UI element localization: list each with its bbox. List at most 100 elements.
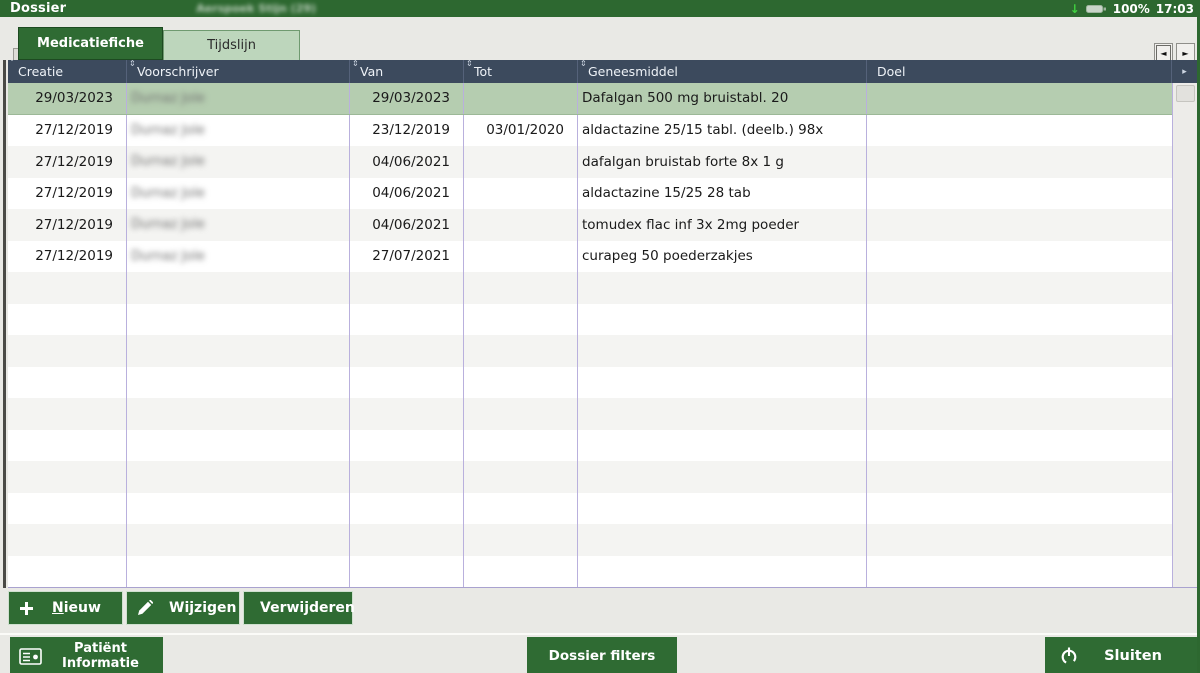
- window-right-frame: [1197, 17, 1200, 673]
- cell-van: [350, 398, 464, 430]
- cell-geneesmiddel: [578, 398, 867, 430]
- patient-informatie-label-line2: Informatie: [62, 656, 139, 671]
- battery-percent: 100%: [1112, 1, 1150, 16]
- cell-van: [350, 303, 464, 335]
- sluiten-label: Sluiten: [1104, 648, 1162, 664]
- cell-geneesmiddel[interactable]: aldactazine 15/25 28 tab: [578, 177, 867, 209]
- cell-geneesmiddel[interactable]: curapeg 50 poederzakjes: [578, 240, 867, 272]
- table-row-empty: [8, 461, 1173, 493]
- cell-voorschrijver[interactable]: Durnaz Jole: [127, 146, 350, 178]
- cell-doel[interactable]: [867, 177, 1173, 209]
- cell-voorschrijver: [127, 429, 350, 461]
- cell-geneesmiddel[interactable]: dafalgan bruistab forte 8x 1 g: [578, 146, 867, 178]
- wijzigen-button[interactable]: Wijzigen: [126, 591, 240, 625]
- cell-creatie[interactable]: 27/12/2019: [8, 177, 127, 209]
- table-header: ˇ Creatie ⇕ Voorschrijver ⇕ Van ⇕ Tot ⇕ …: [8, 60, 1197, 83]
- cell-doel[interactable]: [867, 146, 1173, 178]
- cell-tot[interactable]: 03/01/2020: [464, 114, 578, 146]
- column-header-van[interactable]: ⇕ Van: [350, 60, 464, 83]
- cell-doel: [867, 461, 1173, 493]
- cell-creatie[interactable]: 29/03/2023: [8, 83, 127, 114]
- cell-voorschrijver: [127, 303, 350, 335]
- cell-van[interactable]: 23/12/2019: [350, 114, 464, 146]
- column-header-geneesmiddel[interactable]: ⇕ Geneesmiddel: [578, 60, 867, 83]
- cell-voorschrijver[interactable]: Durnaz Jole: [127, 83, 350, 114]
- cell-van[interactable]: 27/07/2021: [350, 240, 464, 272]
- battery-icon: [1085, 0, 1107, 18]
- cell-doel: [867, 366, 1173, 398]
- table-row-empty: [8, 335, 1173, 367]
- cell-creatie: [8, 492, 127, 524]
- cell-doel: [867, 398, 1173, 430]
- cell-voorschrijver: [127, 524, 350, 556]
- cell-tot[interactable]: [464, 240, 578, 272]
- cell-geneesmiddel[interactable]: tomudex flac inf 3x 2mg poeder: [578, 209, 867, 241]
- table-row[interactable]: 27/12/2019 Durnaz Jole 27/07/2021 curapeg 5…: [8, 240, 1173, 272]
- table-row-empty: [8, 429, 1173, 461]
- dossier-filters-label: Dossier filters: [548, 648, 656, 664]
- cell-tot[interactable]: [464, 177, 578, 209]
- cell-doel: [867, 303, 1173, 335]
- status-cluster: ↓ 100% 17:03: [1070, 0, 1200, 18]
- cell-van[interactable]: 29/03/2023: [350, 83, 464, 114]
- table-row[interactable]: 29/03/2023 Durnaz Jole 29/03/2023 Dafalgan …: [8, 83, 1173, 115]
- cell-creatie[interactable]: 27/12/2019: [8, 114, 127, 146]
- cell-geneesmiddel[interactable]: aldactazine 25/15 tabl. (deelb.) 98x: [578, 114, 867, 146]
- cell-van: [350, 272, 464, 304]
- table-row[interactable]: 27/12/2019 Durnaz Jole 04/06/2021 aldactazi…: [8, 177, 1173, 209]
- voorschrijver-redacted: Durnaz Jole: [131, 90, 205, 106]
- cell-doel[interactable]: [867, 240, 1173, 272]
- column-header-creatie[interactable]: ˇ Creatie: [8, 60, 127, 83]
- cell-voorschrijver: [127, 366, 350, 398]
- column-header-tot[interactable]: ⇕ Tot: [464, 60, 578, 83]
- column-header-more[interactable]: ▸: [1172, 60, 1197, 83]
- verwijderen-button[interactable]: Verwijderen: [243, 591, 355, 625]
- column-header-voorschrijver[interactable]: ⇕ Voorschrijver: [127, 60, 350, 83]
- column-header-doel[interactable]: Doel: [867, 60, 1172, 83]
- scrollbar-thumb[interactable]: [1175, 85, 1195, 102]
- patient-informatie-button[interactable]: Patiënt Informatie: [10, 637, 163, 673]
- wijzigen-button-label: Wijzigen: [169, 600, 237, 616]
- cell-creatie: [8, 429, 127, 461]
- table-row-empty: [8, 524, 1173, 556]
- cell-doel: [867, 335, 1173, 367]
- cell-voorschrijver[interactable]: Durnaz Jole: [127, 177, 350, 209]
- cell-voorschrijver[interactable]: Durnaz Jole: [127, 240, 350, 272]
- cell-tot: [464, 555, 578, 587]
- cell-doel[interactable]: [867, 83, 1173, 114]
- cell-van[interactable]: 04/06/2021: [350, 177, 464, 209]
- power-icon: [1061, 647, 1077, 665]
- vertical-scrollbar[interactable]: [1172, 83, 1197, 587]
- nieuw-button[interactable]: Nieuw: [8, 591, 123, 625]
- cell-van[interactable]: 04/06/2021: [350, 209, 464, 241]
- cell-tot[interactable]: [464, 83, 578, 114]
- arrow-right-icon: ►: [1182, 49, 1189, 58]
- cell-geneesmiddel: [578, 429, 867, 461]
- dossier-filters-button[interactable]: Dossier filters: [527, 637, 677, 673]
- cell-tot: [464, 303, 578, 335]
- cell-voorschrijver[interactable]: Durnaz Jole: [127, 114, 350, 146]
- table-row[interactable]: 27/12/2019 Durnaz Jole 23/12/2019 03/01/202…: [8, 114, 1173, 146]
- cell-van: [350, 524, 464, 556]
- cell-voorschrijver[interactable]: Durnaz Jole: [127, 209, 350, 241]
- cell-tot[interactable]: [464, 209, 578, 241]
- arrow-left-icon: ◄: [1160, 49, 1167, 58]
- sluiten-button[interactable]: Sluiten: [1045, 637, 1197, 673]
- cell-geneesmiddel[interactable]: Dafalgan 500 mg bruistabl. 20: [578, 83, 867, 114]
- tab-medicatiefiche[interactable]: Medicatiefiche: [18, 27, 163, 60]
- cell-tot[interactable]: [464, 146, 578, 178]
- cell-doel[interactable]: [867, 114, 1173, 146]
- tab-tijdslijn[interactable]: Tijdslijn: [163, 30, 300, 60]
- sort-icon: ˇ: [10, 60, 14, 68]
- cell-van: [350, 555, 464, 587]
- cell-creatie[interactable]: 27/12/2019: [8, 146, 127, 178]
- table-row[interactable]: 27/12/2019 Durnaz Jole 04/06/2021 tomudex f…: [8, 209, 1173, 241]
- table-row-empty: [8, 492, 1173, 524]
- cell-creatie: [8, 524, 127, 556]
- cell-van[interactable]: 04/06/2021: [350, 146, 464, 178]
- cell-creatie[interactable]: 27/12/2019: [8, 240, 127, 272]
- sort-icon: ⇕: [580, 60, 587, 68]
- table-row[interactable]: 27/12/2019 Durnaz Jole 04/06/2021 dafalgan …: [8, 146, 1173, 178]
- cell-creatie[interactable]: 27/12/2019: [8, 209, 127, 241]
- cell-doel[interactable]: [867, 209, 1173, 241]
